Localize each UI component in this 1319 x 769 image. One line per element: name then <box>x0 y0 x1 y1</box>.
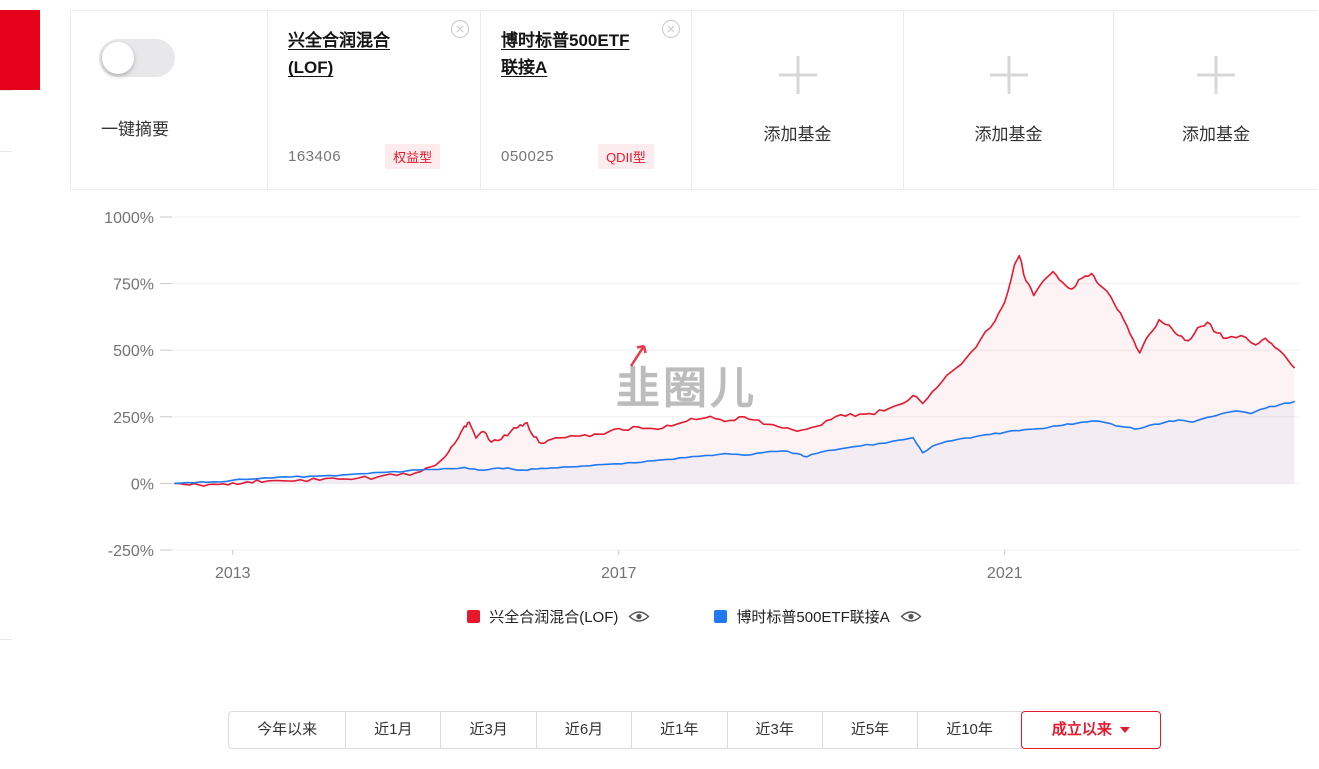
chart-legend: 兴全合润混合(LOF) 博时标普500ETF联接A <box>70 606 1319 627</box>
sidebar-divider <box>0 30 12 91</box>
add-fund-card[interactable]: 添加基金 <box>1114 11 1318 189</box>
tab-ytd[interactable]: 今年以来 <box>228 711 347 749</box>
caret-down-icon <box>1119 727 1130 733</box>
tab-3m[interactable]: 近3月 <box>440 711 537 749</box>
fund-code: 163406 <box>288 148 342 165</box>
eye-icon[interactable] <box>900 609 922 624</box>
legend-item: 博时标普500ETF联接A <box>714 606 922 627</box>
sidebar-divider <box>0 579 12 640</box>
legend-label: 博时标普500ETF联接A <box>736 609 890 626</box>
comparison-chart-svg[interactable]: 1000% 750% 500% 250% 0% -250% 2013 2017 2021 <box>75 195 1310 590</box>
add-fund-card[interactable]: 添加基金 <box>692 11 904 189</box>
summary-toggle[interactable] <box>99 39 175 77</box>
plus-icon <box>990 56 1028 94</box>
tab-1m[interactable]: 近1月 <box>345 711 442 749</box>
fund-card: 博时标普500ETF 联接A 050025 QDII型 <box>481 11 692 189</box>
fund-card: 兴全合润混合 (LOF) 163406 权益型 <box>268 11 481 189</box>
svg-text:1000%: 1000% <box>104 210 154 227</box>
svg-text:2013: 2013 <box>215 565 251 582</box>
fund-type-badge: QDII型 <box>598 144 654 169</box>
legend-label: 兴全合润混合(LOF) <box>489 609 619 626</box>
svg-text:0%: 0% <box>131 476 154 493</box>
tab-3y[interactable]: 近3年 <box>726 711 823 749</box>
add-fund-label: 添加基金 <box>974 124 1043 144</box>
fund-name-link[interactable]: 博时标普500ETF 联接A <box>501 31 630 78</box>
eye-icon[interactable] <box>628 609 650 624</box>
svg-text:-250%: -250% <box>108 543 154 560</box>
fund-type-badge: 权益型 <box>385 144 441 169</box>
app-logo[interactable] <box>0 10 40 90</box>
add-fund-label: 添加基金 <box>763 124 832 144</box>
svg-text:500%: 500% <box>113 343 154 360</box>
legend-swatch-red <box>467 610 481 623</box>
svg-text:2021: 2021 <box>987 565 1023 582</box>
plus-icon <box>1197 56 1235 94</box>
add-fund-label: 添加基金 <box>1182 124 1250 144</box>
legend-item: 兴全合润混合(LOF) <box>467 606 650 627</box>
add-fund-card[interactable]: 添加基金 <box>904 11 1114 189</box>
svg-text:250%: 250% <box>113 410 154 427</box>
watermark: 韭圈儿 <box>616 344 757 416</box>
svg-text:2017: 2017 <box>601 565 637 582</box>
fund-compare-header: 一键摘要 兴全合润混合 (LOF) 163406 权益型 博时标普500ET <box>70 10 1318 190</box>
tab-10y[interactable]: 近10年 <box>917 711 1022 749</box>
summary-card: 一键摘要 <box>71 11 268 189</box>
chart-panel: 1000% 750% 500% 250% 0% -250% 2013 2017 2021 韭圈儿 <box>0 190 1319 610</box>
fund-name-link[interactable]: 兴全合润混合 (LOF) <box>288 31 390 78</box>
svg-text:750%: 750% <box>113 277 154 294</box>
close-icon[interactable] <box>450 19 470 39</box>
legend-swatch-blue <box>714 610 728 623</box>
toggle-knob <box>102 42 134 74</box>
close-icon[interactable] <box>661 19 681 39</box>
summary-label: 一键摘要 <box>101 120 169 139</box>
fund-code: 050025 <box>501 148 555 165</box>
time-range-tabs: 今年以来 近1月 近3月 近6月 近1年 近3年 近5年 近10年 成立以来 <box>70 711 1319 749</box>
tab-1y[interactable]: 近1年 <box>631 711 728 749</box>
tab-6m[interactable]: 近6月 <box>535 711 633 749</box>
plus-icon <box>779 56 817 94</box>
sidebar-divider <box>0 91 12 152</box>
tab-since-inception[interactable]: 成立以来 <box>1020 711 1161 749</box>
tab-5y[interactable]: 近5年 <box>821 711 919 749</box>
watermark-arrow-icon <box>629 344 647 367</box>
